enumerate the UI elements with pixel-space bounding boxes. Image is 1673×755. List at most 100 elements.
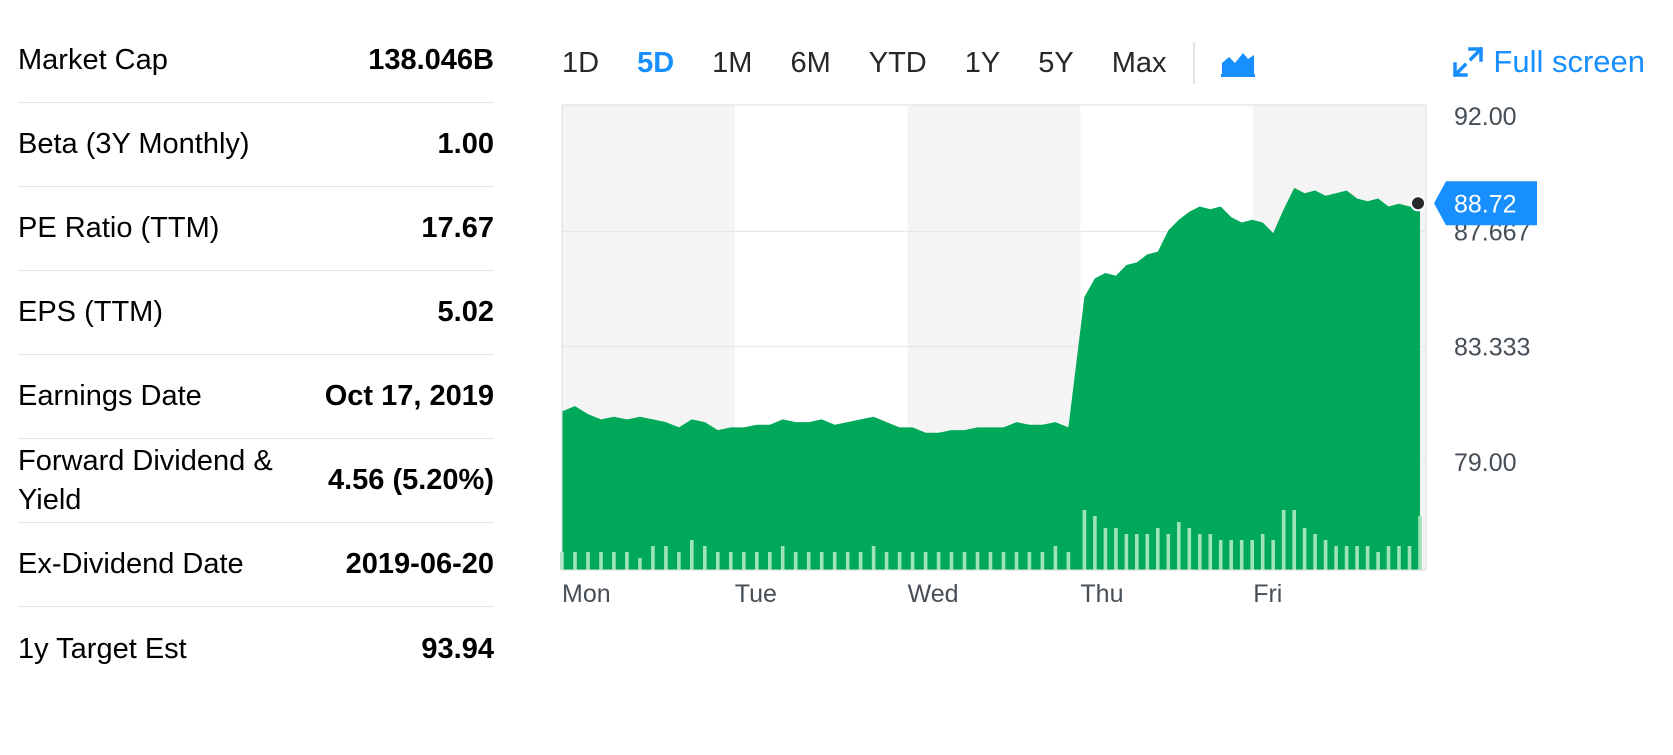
volume-bar — [1156, 528, 1160, 570]
volume-bar — [1250, 540, 1254, 570]
stat-row-target-est: 1y Target Est 93.94 — [18, 607, 494, 691]
x-tick-label: Fri — [1253, 580, 1282, 608]
volume-bar — [638, 558, 642, 570]
range-button-1y[interactable]: 1Y — [964, 46, 1001, 79]
volume-bar — [1014, 552, 1019, 570]
volume-bar — [651, 546, 655, 570]
quote-summary-table: Market Cap 138.046B Beta (3Y Monthly) 1.… — [18, 18, 494, 691]
volume-bar — [949, 552, 954, 570]
volume-bar — [780, 546, 785, 570]
volume-bar — [1053, 546, 1058, 570]
y-tick-label: 83.333 — [1454, 334, 1530, 362]
volume-bar — [1418, 516, 1422, 570]
x-tick-label: Mon — [562, 580, 611, 608]
current-price-dot — [1410, 195, 1426, 212]
stat-row-earnings-date: Earnings Date Oct 17, 2019 — [18, 355, 494, 439]
current-price-label: 88.72 — [1454, 190, 1517, 218]
volume-bar — [1239, 540, 1244, 570]
volume-bar — [664, 546, 668, 570]
volume-bar — [1103, 528, 1108, 570]
volume-bar — [625, 552, 629, 570]
range-button-5y[interactable]: 5Y — [1038, 46, 1074, 79]
volume-bar — [1124, 534, 1129, 570]
volume-bar — [1135, 534, 1139, 570]
volume-bar — [1187, 528, 1192, 570]
volume-bar — [612, 552, 616, 570]
volume-bar — [793, 552, 798, 570]
area-chart-icon[interactable] — [1220, 49, 1255, 77]
volume-bar — [806, 552, 811, 570]
volume-bar — [1229, 540, 1233, 570]
volume-bar — [716, 552, 720, 570]
stat-value: 17.67 — [421, 212, 494, 244]
range-toolbar: 1D 5D 1M 6M YTD 1Y 5Y Max — [562, 42, 1255, 84]
volume-bar — [1177, 522, 1181, 570]
volume-bar — [1114, 528, 1118, 570]
stat-value: 138.046B — [368, 43, 494, 76]
volume-bar — [1334, 546, 1338, 570]
volume-bar — [845, 552, 850, 570]
volume-bar — [858, 552, 863, 570]
volume-bar — [962, 552, 967, 570]
stat-row-pe-ratio: PE Ratio (TTM) 17.67 — [18, 187, 494, 271]
stat-label: PE Ratio (TTM) — [18, 212, 220, 244]
stat-value: 4.56 (5.20%) — [327, 464, 494, 496]
range-button-5d[interactable]: 5D — [637, 46, 675, 79]
volume-bar — [703, 546, 707, 570]
volume-bar — [1001, 552, 1006, 570]
range-button-1m[interactable]: 1M — [712, 46, 753, 79]
toolbar-divider — [1192, 42, 1195, 84]
x-tick-label: Wed — [908, 580, 959, 608]
stat-row-market-cap: Market Cap 138.046B — [18, 18, 494, 103]
x-tick-label: Tue — [735, 580, 777, 608]
fullscreen-label: Full screen — [1493, 44, 1645, 79]
range-button-1d[interactable]: 1D — [562, 46, 600, 79]
stat-label: Beta (3Y Monthly) — [18, 128, 250, 160]
volume-bar — [884, 552, 889, 570]
current-price-tag — [1434, 181, 1537, 226]
volume-bar — [677, 552, 681, 570]
volume-bar — [1397, 546, 1401, 570]
volume-bar — [599, 552, 603, 570]
range-button-max[interactable]: Max — [1111, 46, 1167, 79]
stat-value: 93.94 — [421, 632, 494, 665]
volume-bar — [1302, 528, 1307, 570]
volume-bar — [975, 552, 980, 570]
volume-bar — [1198, 534, 1202, 570]
y-tick-label: 92.00 — [1454, 103, 1517, 131]
stat-label: Forward Dividend & Yield — [18, 444, 273, 516]
price-area — [562, 187, 1420, 570]
volume-bar — [1082, 510, 1087, 570]
volume-bar — [755, 552, 759, 570]
plot-frame — [561, 104, 1427, 571]
fullscreen-button[interactable]: Full screen — [1453, 44, 1645, 80]
stat-row-ex-dividend-date: Ex-Dividend Date 2019-06-20 — [18, 523, 494, 607]
volume-bar — [897, 552, 902, 570]
stat-row-beta: Beta (3Y Monthly) 1.00 — [18, 103, 494, 187]
volume-bar — [1355, 546, 1359, 570]
volume-bar — [1040, 552, 1045, 570]
volume-bar — [871, 546, 876, 570]
volume-bar — [1407, 546, 1412, 570]
volume-bar — [690, 540, 694, 570]
volume-bar — [1027, 552, 1032, 570]
x-tick-label: Thu — [1080, 580, 1123, 608]
volume-bar — [1292, 510, 1296, 570]
stat-label: 1y Target Est — [18, 632, 187, 665]
volume-bar — [1093, 516, 1097, 570]
volume-bar — [729, 552, 733, 570]
y-tick-label: 79.00 — [1454, 449, 1517, 477]
volume-bar — [923, 552, 928, 570]
volume-bar — [1166, 534, 1171, 570]
stat-row-forward-dividend: Forward Dividend & Yield 4.56 (5.20%) — [18, 439, 494, 523]
range-button-ytd[interactable]: YTD — [868, 46, 927, 79]
volume-bar — [1323, 540, 1328, 570]
volume-bar — [819, 552, 824, 570]
volume-bar — [586, 552, 590, 570]
expand-arrows-icon — [1453, 47, 1484, 77]
volume-bar — [1376, 552, 1380, 570]
volume-bar — [1344, 546, 1349, 570]
volume-bar — [1145, 534, 1150, 570]
range-button-6m[interactable]: 6M — [790, 46, 831, 79]
